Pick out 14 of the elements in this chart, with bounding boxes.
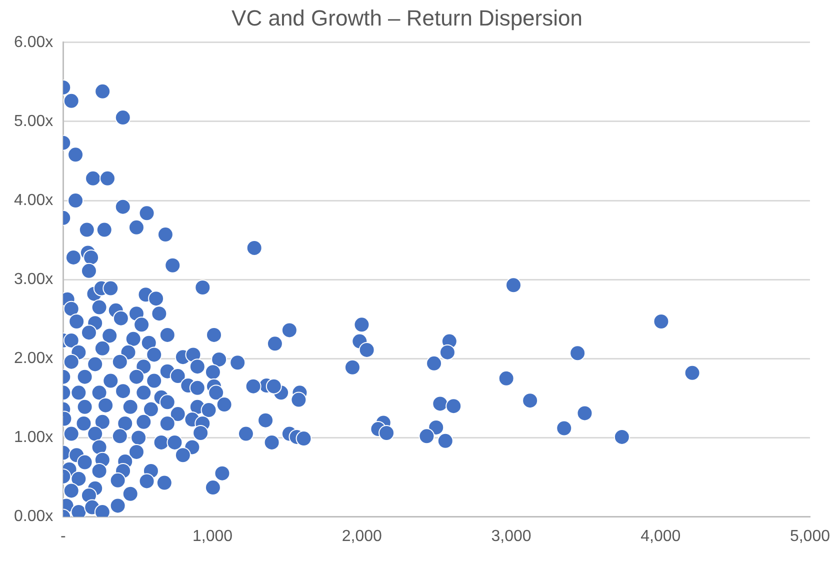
y-tick-label: 4.00x xyxy=(14,192,54,209)
x-tick-label: 3,000 xyxy=(491,528,532,545)
y-tick-label: 6.00x xyxy=(14,34,54,51)
y-tick-label: 0.00x xyxy=(14,508,54,526)
y-tick-label: 1.00x xyxy=(14,429,54,446)
x-tick-label: 4,000 xyxy=(640,528,681,545)
x-tick-label: 2,000 xyxy=(342,528,382,545)
y-tick-label: 5.00x xyxy=(14,112,54,130)
y-tick-label: 2.00x xyxy=(14,350,54,368)
x-tick-label: - xyxy=(60,528,66,545)
x-tick-label: 1,000 xyxy=(192,528,233,545)
x-tick-label: 5,000 xyxy=(790,528,830,545)
chart-title: VC and Growth – Return Dispersion xyxy=(232,5,582,30)
y-tick-label: 3.00x xyxy=(14,271,54,288)
